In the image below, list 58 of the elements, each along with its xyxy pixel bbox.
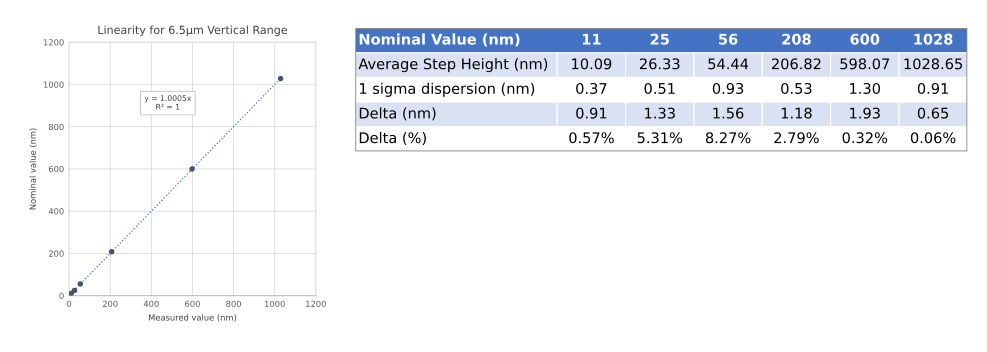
category-label: Delta (%) (360, 132, 426, 145)
text: 1.56 (713, 108, 744, 119)
category-label: 208 (782, 34, 811, 45)
text: 598.07 (840, 58, 890, 70)
text: 1.18 (782, 108, 812, 119)
text: 0.65 (918, 108, 948, 119)
text: 0.06% (910, 132, 956, 144)
category-label: 1 sigma dispersion (nm) (360, 82, 534, 97)
y-tick-label: 200 (48, 250, 64, 257)
text: 0.37 (576, 82, 606, 94)
text: 0.51 (644, 82, 675, 94)
text: Nominal Value (nm) (360, 33, 520, 46)
category-label: 11 (582, 34, 601, 45)
x-tick-label: 0 (66, 300, 72, 307)
x-tick-label: 1000 (265, 300, 285, 307)
category-label: Delta (nm) (360, 107, 436, 120)
point (69, 290, 74, 296)
category-label: 1028 (914, 34, 952, 45)
text: 1028.65 (904, 58, 962, 70)
text: 26.33 (640, 58, 680, 70)
point (72, 288, 78, 294)
y-tick-label: 1000 (44, 81, 64, 88)
text: 1.93 (850, 108, 880, 119)
x-tick-label: 400 (144, 300, 159, 307)
text: 0.53 (781, 82, 812, 94)
y-tick-label: 600 (48, 166, 64, 172)
text: 1.33 (645, 108, 675, 119)
y-tick-label: 1200 (44, 39, 64, 46)
text: 0.91 (918, 82, 948, 94)
text: 2.79% (774, 132, 819, 144)
category-label: 600 (850, 34, 880, 45)
text: 10.09 (572, 58, 612, 70)
point (108, 248, 114, 255)
y-tick-label: 400 (48, 208, 64, 214)
text: 54.44 (708, 58, 748, 70)
text: 0.57% (569, 132, 614, 144)
x-tick-label: 200 (102, 300, 118, 307)
text: 0.93 (712, 82, 744, 94)
y-tick-label: 0 (59, 292, 64, 299)
text: 0.91 (576, 108, 606, 119)
category-label: Average Step Height (nm) (358, 58, 548, 72)
text: 0.32% (842, 132, 888, 144)
text: 8.27% (706, 132, 750, 144)
point (278, 76, 284, 82)
text: 1.30 (850, 82, 880, 94)
x-tick-label: 1200 (306, 300, 326, 307)
x-axis-title: Measured value (nm) (148, 314, 236, 322)
chart-title: Linearity for 6.5µm Vertical Range (98, 25, 288, 36)
y-tick-label: 800 (48, 124, 64, 130)
point (189, 166, 195, 172)
category-label: 56 (719, 34, 738, 45)
text: 206.82 (772, 58, 820, 70)
point (78, 281, 84, 287)
x-tick-label: 800 (226, 300, 241, 307)
y-axis-title: Nominal value (nm) (29, 128, 37, 210)
text: 5.31% (638, 132, 682, 144)
x-tick-label: 600 (185, 300, 200, 307)
category-label: 25 (650, 34, 669, 45)
